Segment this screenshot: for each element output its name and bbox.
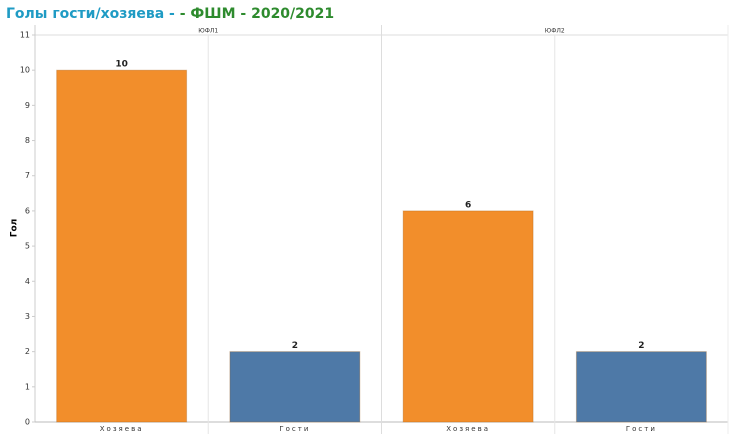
y-tick-label: 0 <box>25 418 30 427</box>
title-part: Голы гости/хозяева - <box>6 6 180 22</box>
y-tick-label: 11 <box>20 31 30 40</box>
y-tick-label: 7 <box>25 171 30 180</box>
bar <box>575 351 707 423</box>
data-label: 2 <box>292 341 298 351</box>
y-tick-label: 2 <box>25 347 30 356</box>
y-tick-label: 8 <box>25 136 30 145</box>
panel-header: ЮФЛ2 <box>545 28 565 35</box>
data-label: 6 <box>465 200 471 210</box>
data-label: 2 <box>638 341 644 351</box>
bar <box>402 210 534 423</box>
y-tick-label: 3 <box>25 312 30 321</box>
y-tick-label: 4 <box>25 277 30 286</box>
title-part: - ФШМ - 2020/2021 <box>180 6 334 22</box>
y-tick-label: 9 <box>25 101 30 110</box>
y-tick-label: 5 <box>25 242 30 251</box>
x-tick-label: Хозяева <box>100 425 144 433</box>
y-tick-label: 10 <box>20 66 30 75</box>
chart-title: Голы гости/хозяева - - ФШМ - 2020/2021 <box>6 6 334 22</box>
y-axis-label: Гол <box>10 219 20 238</box>
bar <box>229 351 361 423</box>
x-tick-label: Гости <box>279 425 310 433</box>
y-tick-label: 6 <box>25 206 30 215</box>
panel-header: ЮФЛ1 <box>198 28 218 35</box>
bar <box>56 69 188 423</box>
x-tick-label: Хозяева <box>446 425 490 433</box>
data-label: 10 <box>115 60 128 70</box>
y-tick-label: 1 <box>25 382 30 391</box>
x-tick-label: Гости <box>626 425 657 433</box>
